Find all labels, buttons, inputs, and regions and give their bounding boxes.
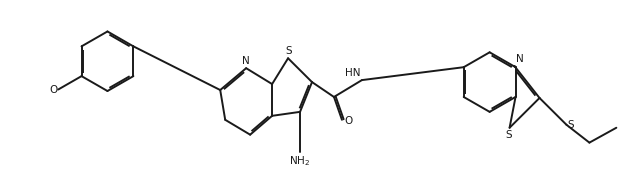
- Text: NH$_2$: NH$_2$: [290, 154, 311, 168]
- Text: N: N: [516, 54, 523, 64]
- Text: N: N: [242, 56, 250, 66]
- Text: S: S: [567, 120, 574, 130]
- Text: O: O: [344, 116, 352, 126]
- Text: HN: HN: [345, 68, 361, 78]
- Text: S: S: [505, 130, 512, 140]
- Text: O: O: [50, 84, 57, 94]
- Text: S: S: [286, 46, 292, 56]
